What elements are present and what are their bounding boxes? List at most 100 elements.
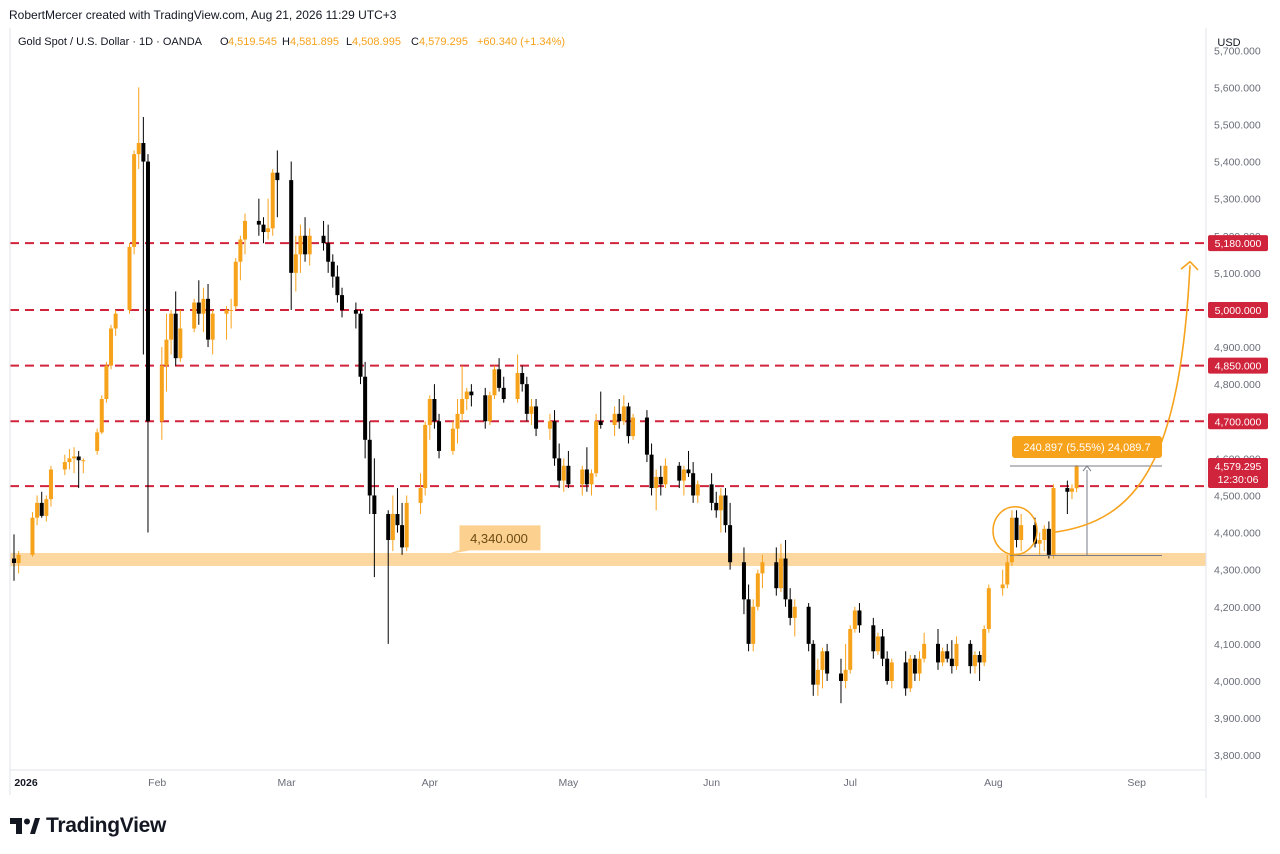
candle-body[interactable] [44, 499, 49, 516]
candle-body[interactable] [903, 662, 908, 689]
candle-body[interactable] [224, 309, 229, 314]
candle-body[interactable] [972, 654, 977, 667]
candle-body[interactable] [81, 460, 86, 462]
candle-body[interactable] [432, 399, 437, 422]
candle-body[interactable] [566, 465, 571, 485]
candle-body[interactable] [617, 413, 622, 422]
candle-body[interactable] [714, 502, 719, 511]
candle-body[interactable] [612, 413, 617, 425]
candle-body[interactable] [681, 469, 686, 481]
candle-body[interactable] [275, 172, 280, 181]
candle-body[interactable] [1019, 525, 1024, 540]
candle-body[interactable] [307, 235, 312, 255]
candle-body[interactable] [67, 458, 72, 463]
candle-body[interactable] [695, 484, 700, 496]
candle-body[interactable] [922, 643, 927, 659]
candle-body[interactable] [270, 172, 275, 229]
candle-body[interactable] [760, 562, 765, 574]
candle-body[interactable] [1037, 539, 1042, 544]
candle-body[interactable] [192, 302, 197, 329]
candle-body[interactable] [136, 143, 141, 155]
candle-body[interactable] [487, 395, 492, 422]
candle-body[interactable] [852, 610, 857, 630]
candle-body[interactable] [321, 235, 326, 244]
candle-body[interactable] [303, 235, 308, 255]
candle-body[interactable] [289, 180, 294, 273]
candle-body[interactable] [751, 606, 756, 644]
candle-body[interactable] [936, 643, 940, 663]
candle-body[interactable] [386, 514, 391, 540]
candle-body[interactable] [293, 254, 298, 273]
candle-body[interactable] [233, 261, 238, 307]
candle-body[interactable] [1046, 528, 1051, 555]
candle-body[interactable] [201, 298, 206, 314]
candle-body[interactable] [229, 309, 234, 311]
candle-body[interactable] [1033, 525, 1038, 544]
candle-body[interactable] [557, 458, 562, 481]
candle-body[interactable] [335, 276, 340, 296]
candle-body[interactable] [949, 658, 954, 667]
candle-body[interactable] [524, 384, 529, 414]
candle-body[interactable] [783, 558, 788, 600]
candle-body[interactable] [483, 395, 488, 422]
candle-body[interactable] [598, 421, 603, 425]
candlestick-chart[interactable]: 240.897 (5.55%) 24,089.7 4,340.000 USD 3,8… [0, 28, 1280, 798]
candle-body[interactable] [534, 406, 539, 429]
candle-body[interactable] [631, 417, 636, 437]
candle-body[interactable] [469, 391, 474, 396]
candle-body[interactable] [178, 328, 183, 359]
candle-body[interactable] [644, 417, 649, 455]
candle-body[interactable] [501, 387, 506, 399]
candle-body[interactable] [400, 525, 405, 548]
candle-body[interactable] [353, 309, 358, 314]
candle-body[interactable] [917, 658, 922, 674]
candle-body[interactable] [104, 365, 109, 399]
candle-body[interactable] [113, 313, 118, 329]
candle-body[interactable] [16, 554, 21, 563]
candle-body[interactable] [367, 439, 372, 496]
candle-body[interactable] [547, 421, 552, 429]
candle-body[interactable] [889, 662, 894, 681]
candle-body[interactable] [132, 154, 137, 247]
candle-body[interactable] [792, 606, 797, 618]
candle-body[interactable] [95, 432, 100, 451]
candle-body[interactable] [908, 658, 913, 689]
candle-body[interactable] [109, 328, 114, 366]
candle-body[interactable] [728, 525, 733, 563]
candle-body[interactable] [515, 373, 520, 399]
candle-body[interactable] [358, 313, 363, 377]
candle-body[interactable] [589, 473, 594, 485]
candle-body[interactable] [945, 651, 950, 659]
candle-body[interactable] [1014, 517, 1019, 540]
candle-body[interactable] [658, 476, 663, 485]
candle-body[interactable] [820, 651, 825, 670]
candle-body[interactable] [1074, 466, 1079, 489]
candle-body[interactable] [875, 636, 880, 652]
candle-body[interactable] [243, 220, 247, 240]
candle-body[interactable] [404, 502, 409, 548]
candle-body[interactable] [1065, 488, 1070, 492]
candle-body[interactable] [330, 261, 335, 277]
candle-body[interactable] [1005, 562, 1010, 585]
candle-body[interactable] [1042, 528, 1047, 540]
candle-body[interactable] [774, 562, 779, 589]
candle-body[interactable] [552, 421, 557, 459]
candle-body[interactable] [529, 406, 534, 414]
candle-body[interactable] [986, 588, 991, 630]
candle-body[interactable] [871, 625, 876, 652]
candle-body[interactable] [838, 673, 843, 681]
candle-body[interactable] [755, 573, 760, 607]
candle-body[interactable] [954, 643, 959, 667]
candle-body[interactable] [1051, 488, 1056, 555]
candle-body[interactable] [848, 629, 853, 670]
candle-body[interactable] [76, 456, 81, 461]
candle-body[interactable] [968, 643, 973, 667]
candle-body[interactable] [266, 228, 271, 233]
candle-body[interactable] [372, 495, 377, 515]
candle-body[interactable] [298, 235, 303, 255]
candle-body[interactable] [621, 406, 626, 422]
candle-body[interactable] [741, 562, 746, 600]
candle-body[interactable] [127, 246, 132, 310]
candle-body[interactable] [977, 654, 982, 663]
candle-body[interactable] [746, 599, 751, 644]
